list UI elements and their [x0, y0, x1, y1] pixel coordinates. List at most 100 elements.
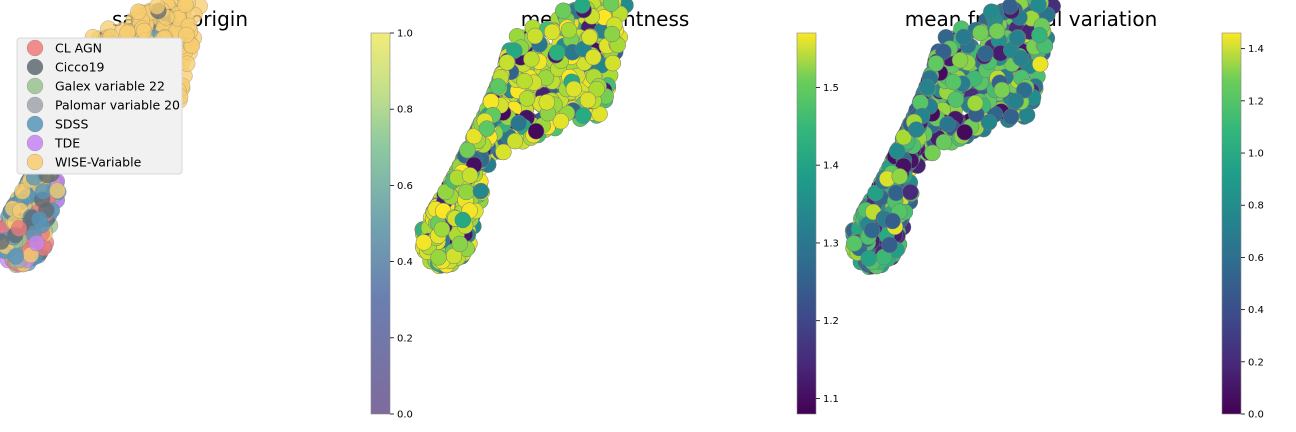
scatter-point: [543, 23, 561, 41]
scatter-point: [130, 3, 147, 20]
scatter-point: [14, 183, 31, 200]
scatter-point: [560, 21, 578, 39]
scatter-point: [935, 133, 953, 151]
scatter-point: [451, 235, 469, 253]
scatter-point: [31, 211, 48, 228]
scatter-point: [498, 54, 516, 71]
scatter-point: [10, 220, 28, 237]
scatter-point: [881, 236, 898, 254]
scatter-point: [1031, 55, 1049, 73]
colorbar-ticks-3: 0.0 0.2 0.4 0.6 0.8 1.0 1.2 1.4: [1241, 44, 1264, 421]
scatter-point: [860, 250, 877, 267]
scatter-point: [951, 51, 969, 69]
panel-mean-brightness: mean brightness 1.11.21.31.41.5: [414, 0, 839, 415]
scatter-points-2: [414, 0, 634, 275]
scatter-point: [895, 128, 913, 146]
scatter-point: [177, 0, 194, 14]
legend-label: Galex variable 22: [55, 79, 165, 94]
legend-marker: [26, 153, 44, 171]
scatter-point: [472, 182, 490, 200]
scatter-point: [1030, 0, 1047, 13]
scatter-point: [602, 0, 620, 12]
colorbar-ticks-2: 1.1 1.2 1.3 1.4 1.5: [816, 83, 839, 405]
scatter-point: [538, 93, 556, 111]
scatter-point: [565, 80, 583, 98]
scatter-point: [980, 113, 998, 131]
scatter-point: [588, 80, 605, 98]
scatter-point: [135, 22, 153, 40]
colorbar-tick-label: 0.6: [1248, 253, 1264, 264]
scatter-point: [956, 123, 973, 141]
legend-marker: [26, 96, 44, 114]
scatter-point: [988, 22, 1006, 40]
colorbar-tick-label: 1.0: [397, 29, 413, 40]
scatter-point: [945, 73, 962, 91]
scatter-point: [461, 167, 479, 184]
colorbar-tick-label: 0.8: [397, 105, 413, 116]
legend-box: [16, 37, 183, 175]
scatter-point: [28, 234, 45, 252]
scatter-point: [506, 132, 524, 150]
legend-label: SDSS: [55, 117, 88, 132]
scatter-point: [458, 183, 475, 201]
colorbar-tick-label: 0.8: [1248, 201, 1264, 212]
legend-label: CL AGN: [55, 41, 102, 56]
scatter-point: [554, 2, 572, 19]
scatter-point: [845, 235, 863, 252]
scatter-point: [1012, 49, 1030, 67]
colorbar-1: [370, 32, 391, 415]
scatter-point: [935, 43, 952, 60]
scatter-point: [581, 28, 598, 46]
scatter-point: [575, 107, 592, 124]
scatter-point: [552, 112, 570, 130]
colorbar-tick-label: 0.0: [1248, 410, 1264, 421]
scatter-point: [510, 114, 527, 132]
scatter-point: [459, 141, 476, 159]
colorbar-tick-label: 1.5: [823, 83, 839, 94]
legend-marker: [26, 77, 44, 95]
scatter-point: [972, 24, 989, 42]
scatter-point: [939, 115, 956, 133]
legend-label: Cicco19: [55, 60, 105, 75]
scatter-point: [7, 248, 24, 265]
scatter-point: [433, 220, 451, 238]
scatter-point: [437, 183, 454, 201]
scatter-point: [573, 0, 591, 14]
colorbar-ticks-1: 0.0 0.2 0.4 0.6 0.8 1.0: [390, 29, 413, 421]
legend-label: Palomar variable 20: [55, 98, 180, 113]
colorbar-tick-label: 1.4: [823, 161, 839, 172]
colorbar-tick-label: 0.2: [1248, 357, 1264, 368]
scatter-point: [863, 221, 881, 239]
scatter-point: [891, 168, 908, 185]
scatter-point: [919, 79, 936, 96]
scatter-point: [526, 27, 544, 45]
scatter-point: [34, 183, 52, 200]
scatter-point: [955, 28, 972, 46]
colorbar-tick-label: 0.2: [397, 333, 413, 344]
scatter-point: [0, 233, 10, 250]
legend-marker: [26, 115, 44, 133]
scatter-point: [902, 183, 919, 201]
scatter-point: [983, 3, 1000, 20]
scatter-point: [604, 54, 622, 72]
legend: CL AGN Cicco19 Galex variable 22 Palomar va…: [16, 37, 183, 175]
scatter-point: [947, 91, 965, 108]
colorbar-tick-label: 0.0: [397, 410, 413, 421]
colorbar-tick-label: 1.1: [823, 394, 839, 405]
scatter-point: [884, 212, 901, 230]
colorbar-tick-label: 1.0: [1248, 149, 1264, 160]
scatter-point: [454, 211, 472, 229]
scatter-point: [888, 142, 906, 160]
scatter-point: [887, 184, 905, 202]
scatter-point: [465, 127, 483, 145]
scatter-point: [1031, 26, 1048, 44]
scatter-point: [579, 91, 597, 109]
colorbar-tick-label: 1.2: [823, 316, 839, 327]
colorbar-tick-label: 1.3: [823, 238, 839, 249]
colorbar-2: [796, 32, 817, 415]
legend-marker: [26, 134, 44, 152]
scatter-point: [908, 121, 925, 138]
scatter-point: [966, 94, 984, 112]
scatter-point: [993, 81, 1011, 99]
